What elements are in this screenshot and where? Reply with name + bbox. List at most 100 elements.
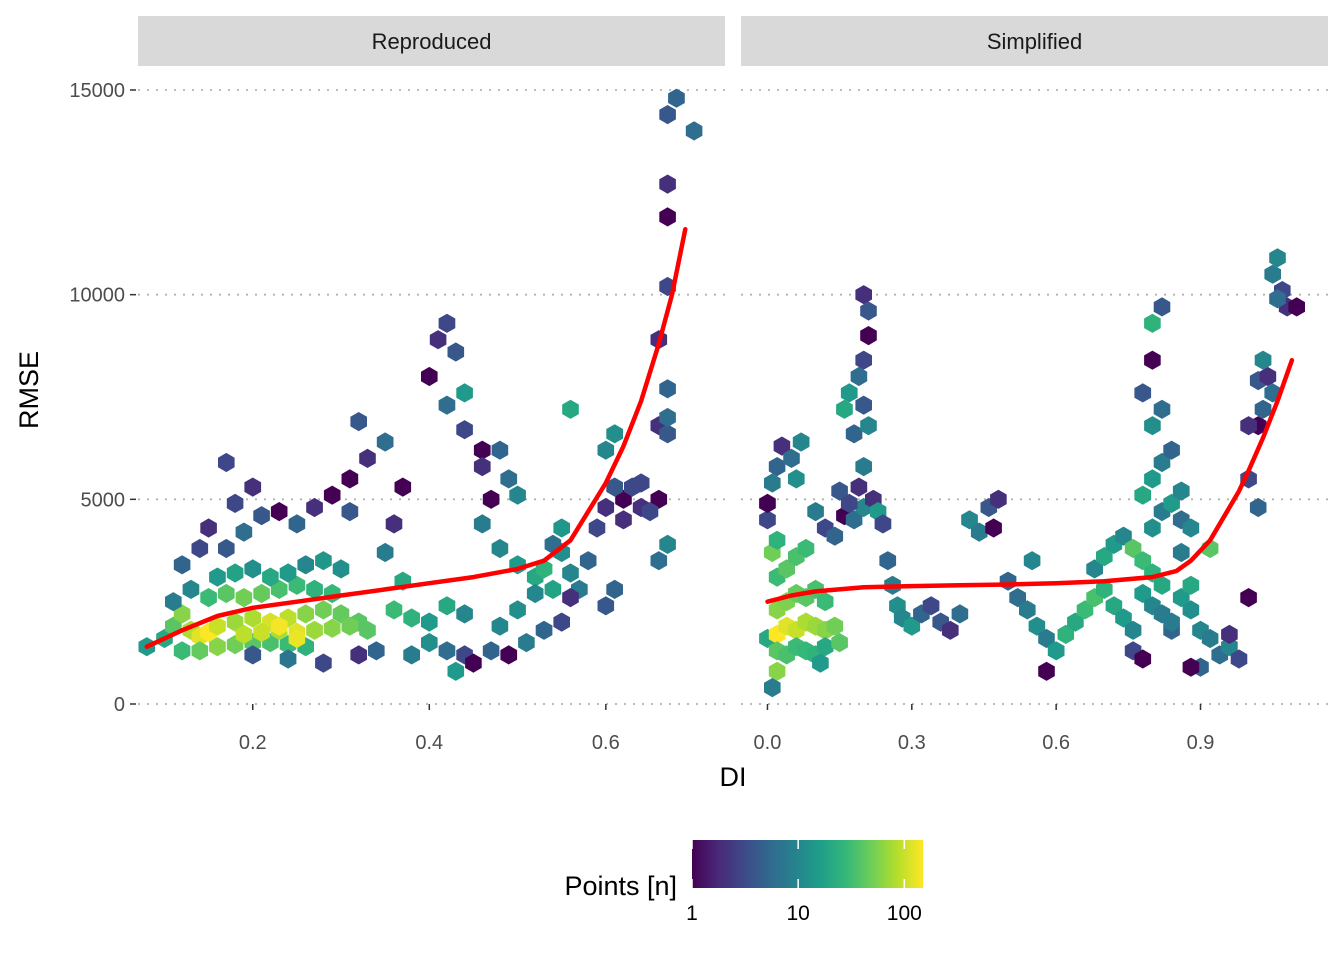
hex-bin: [1134, 583, 1152, 604]
hex-bin: [860, 416, 877, 436]
hex-bin: [270, 616, 288, 636]
hex-bin: [1067, 612, 1084, 632]
hex-bin: [394, 477, 412, 497]
hex-bin: [235, 522, 253, 542]
hex-layer: [759, 248, 1305, 698]
hex-bin: [165, 592, 182, 612]
hex-bin: [288, 514, 306, 534]
strip-background: [138, 16, 725, 66]
hex-bin: [659, 534, 676, 554]
hex-bin: [1134, 383, 1152, 403]
hex-bin: [456, 604, 473, 624]
hex-bin: [173, 641, 191, 661]
hex-bin: [1153, 452, 1171, 473]
hex-bin: [855, 395, 872, 415]
hex-bin: [1038, 628, 1055, 649]
hex-bin: [1182, 657, 1200, 677]
legend-colorbar: [692, 840, 923, 888]
hex-bin: [1144, 313, 1161, 333]
hex-bin: [606, 424, 623, 444]
hex-bin: [855, 350, 872, 370]
hex-bin: [1201, 628, 1219, 649]
hex-bin: [1254, 399, 1272, 419]
hex-bin: [1221, 637, 1238, 657]
hex-bin: [1144, 416, 1161, 436]
hex-bin: [659, 424, 676, 444]
hex-bin: [1144, 518, 1161, 538]
x-tick-label: 0.0: [754, 732, 782, 754]
hex-bin: [615, 510, 632, 530]
hex-bin: [1172, 542, 1190, 563]
hex-bin: [1269, 289, 1286, 309]
hex-bin: [816, 637, 834, 657]
hex-bin: [1115, 526, 1132, 546]
hex-bin: [1264, 264, 1281, 284]
hex-bin: [297, 604, 314, 624]
hex-bin: [850, 477, 868, 497]
x-axis-title: DI: [720, 762, 747, 792]
hex-bin: [173, 604, 191, 624]
hex-bin: [641, 502, 659, 522]
y-axis-ticks: 0 5000 10000 15000: [69, 80, 136, 716]
hex-bin: [253, 622, 270, 642]
hex-bin: [1182, 575, 1200, 595]
hex-bin: [764, 678, 781, 698]
hex-bin: [597, 497, 615, 518]
hex-bin: [288, 575, 306, 595]
hex-bin: [615, 489, 632, 509]
legend-tick-label: 10: [786, 902, 809, 925]
hex-bin: [385, 514, 403, 534]
hex-bin: [191, 641, 209, 661]
hex-bin: [1221, 624, 1238, 644]
hex-bin: [990, 489, 1007, 509]
hex-bin: [1134, 551, 1152, 571]
hex-bin: [903, 616, 921, 636]
hex-bin: [191, 538, 209, 559]
hex-bin: [323, 485, 341, 505]
hex-bin: [218, 538, 235, 559]
hex-bin: [685, 121, 703, 141]
hex-bin: [1288, 297, 1305, 317]
hex-bin: [1019, 600, 1036, 620]
hex-bin: [226, 612, 244, 632]
hex-bin: [421, 633, 438, 653]
hex-bin: [1153, 297, 1171, 317]
hex-bin: [1153, 575, 1171, 595]
hex-bin: [1172, 481, 1190, 501]
hex-bin: [315, 653, 332, 673]
hex-bin: [840, 493, 858, 513]
hex-bin: [1144, 469, 1161, 489]
hex-bin: [659, 105, 676, 125]
hex-bin: [1163, 440, 1180, 460]
hex-bin: [879, 551, 897, 571]
hex-bin: [807, 502, 824, 522]
hex-bin: [359, 620, 376, 640]
hex-bin: [218, 583, 235, 604]
hex-bin: [350, 412, 367, 432]
hex-bin: [1134, 649, 1152, 669]
y-tick-label: 0: [114, 694, 125, 716]
hex-bin: [579, 551, 597, 571]
strip-label-simplified: Simplified: [987, 29, 1082, 54]
hex-bin: [788, 469, 805, 489]
hex-bin: [1009, 588, 1026, 608]
hex-bin: [244, 559, 262, 579]
hex-bin: [850, 366, 868, 387]
hex-bin: [279, 563, 297, 583]
hex-bin: [1047, 641, 1065, 661]
strip-label-reproduced: Reproduced: [372, 29, 492, 54]
hex-bin: [323, 583, 341, 604]
hex-bin: [465, 653, 482, 673]
hex-bin: [768, 661, 786, 681]
x-tick-label: 0.2: [239, 732, 267, 754]
hex-bin: [218, 452, 235, 473]
hex-bin: [509, 485, 526, 505]
hex-bin: [226, 563, 244, 583]
hex-bin: [1086, 559, 1103, 579]
hex-bin: [235, 624, 253, 644]
hex-bin: [1038, 661, 1055, 681]
hex-bin: [200, 588, 217, 608]
hex-bin: [473, 457, 491, 477]
legend-ticks: 1 10 100: [686, 840, 922, 925]
hex-bin: [961, 510, 978, 530]
